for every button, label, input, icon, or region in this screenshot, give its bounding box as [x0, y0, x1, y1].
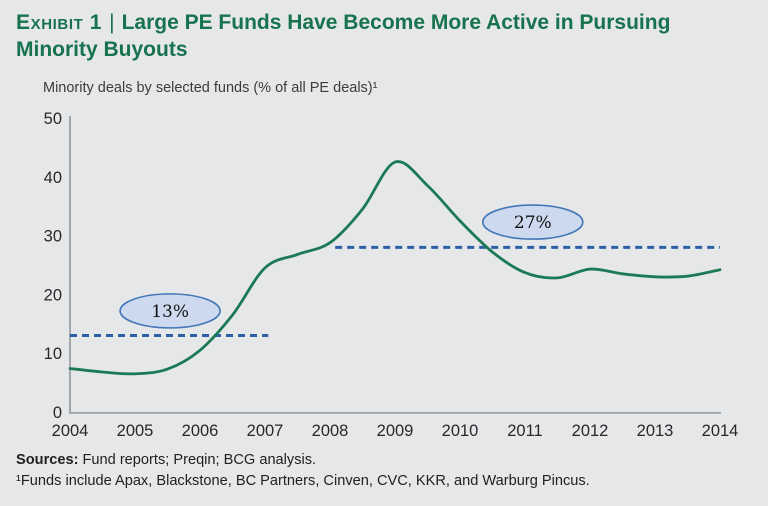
title-text-line1: Large PE Funds Have Become More Active i… [121, 11, 671, 34]
y-axis-label: 50 [44, 110, 62, 128]
x-axis-label: 2009 [377, 422, 414, 440]
x-axis-label: 2008 [312, 422, 349, 440]
chart-subtitle: Minority deals by selected funds (% of a… [43, 80, 378, 96]
sources-line: Sources: Fund reports; Preqin; BCG analy… [16, 450, 756, 471]
x-axis-label: 2005 [117, 422, 154, 440]
annotation-label: 13% [151, 302, 189, 322]
x-axis-label: 2010 [442, 422, 479, 440]
x-axis-label: 2007 [247, 422, 284, 440]
annotation-ellipse [119, 293, 221, 329]
x-axis-label: 2006 [182, 422, 219, 440]
x-axis-label: 2013 [637, 422, 674, 440]
x-axis-label: 2014 [702, 422, 739, 440]
title-text-line2: Minority Buyouts [16, 38, 188, 61]
x-axis-label: 2012 [572, 422, 609, 440]
annotation-label: 27% [514, 213, 552, 233]
y-axis-label: 40 [44, 169, 62, 187]
sources-label: Sources: [16, 452, 79, 468]
y-axis-label: 20 [44, 286, 62, 304]
trend-line [68, 160, 722, 376]
title-separator: | [109, 11, 115, 34]
sources-text: Fund reports; Preqin; BCG analysis. [78, 452, 317, 468]
exhibit-label: Exhibit 1 [16, 11, 103, 34]
y-axis-label: 30 [44, 228, 62, 246]
y-axis-label: 10 [44, 345, 62, 363]
y-axis-label: 0 [53, 404, 62, 422]
page-title: Exhibit 1 | Large PE Funds Have Become Mor… [16, 9, 752, 63]
annotation-ellipse [481, 204, 584, 240]
footnote: ¹Funds include Apax, Blackstone, BC Part… [16, 473, 590, 489]
footer: Sources: Fund reports; Preqin; BCG analy… [16, 450, 756, 492]
x-axis-label: 2011 [507, 422, 542, 440]
x-axis-label: 2004 [52, 422, 89, 440]
